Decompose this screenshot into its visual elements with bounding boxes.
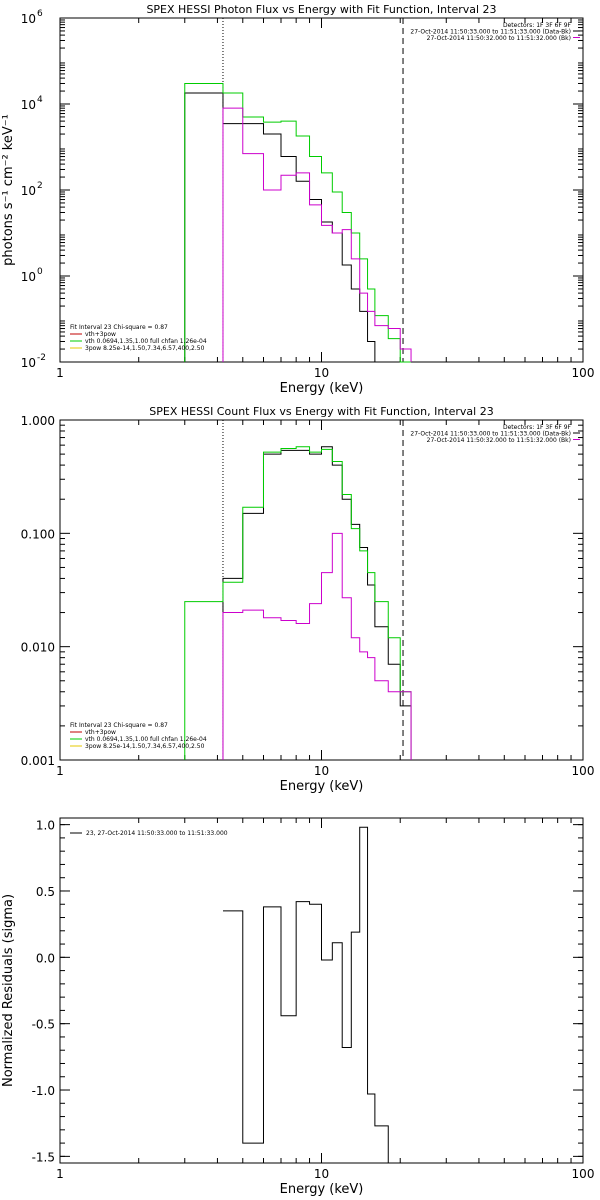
- legend-line: 27-Oct-2014 11:50:33.000 to 11:51:33.000…: [410, 431, 571, 438]
- fit-legend-item: 3pow 8.25e-14,1.50,7.34,6.57,400,2.50: [85, 743, 205, 750]
- legend-line: 27-Oct-2014 11:50:33.000 to 11:51:33.000…: [410, 29, 571, 36]
- y-tick-base: 10: [21, 98, 36, 112]
- plot-frame: [59, 817, 584, 1164]
- x-tick-label: 10: [314, 366, 329, 380]
- y-tick-label: -1.5: [32, 1150, 55, 1164]
- y-tick-label: 0.001: [21, 754, 55, 768]
- x-tick-label: 100: [572, 764, 595, 778]
- y-tick-label: -1.0: [32, 1084, 55, 1098]
- x-axis-label: Energy (keV): [280, 381, 364, 396]
- y-tick-base: 10: [21, 184, 36, 198]
- y-tick-exponent: 0: [37, 267, 43, 277]
- fit-legend-item: vth 0.0694,1.35,1.00 full chfan 1.26e-04: [85, 736, 207, 743]
- x-tick-label: 100: [572, 366, 595, 380]
- fit-legend-header: Fit Interval 23 Chi-square = 0.87: [70, 722, 168, 729]
- x-axis-label: Energy (keV): [280, 779, 364, 794]
- y-tick-label: 1.000: [21, 414, 55, 428]
- y-tick-label: 10: [21, 98, 36, 112]
- y-tick-label: 10: [21, 184, 36, 198]
- legend-line: Detectors: 1F 3F 6F 9F: [503, 22, 572, 29]
- y-tick-label: 10: [21, 270, 36, 284]
- x-tick-label: 10: [314, 1167, 329, 1181]
- y-tick-label: -0.5: [32, 1018, 55, 1032]
- y-axis-label: photons s⁻¹ cm⁻² keV⁻¹: [1, 114, 16, 266]
- y-tick-exponent: 4: [37, 95, 43, 105]
- x-axis: 1 10 100: [56, 420, 594, 778]
- fit-legend-header: Fit Interval 23 Chi-square = 0.87: [70, 324, 168, 331]
- series-2: [222, 532, 412, 760]
- fit-legend: Fit Interval 23 Chi-square = 0.87vth+3po…: [70, 722, 207, 750]
- y-axis-label: Normalized Residuals (sigma): [1, 894, 16, 1087]
- x-tick-label: 1: [56, 1167, 64, 1181]
- x-tick-label: 100: [572, 1167, 595, 1181]
- x-tick-label: 1: [56, 366, 64, 380]
- residual-legend: 23, 27-Oct-2014 11:50:33.000 to 11:51:33…: [70, 830, 228, 837]
- y-tick-base: 10: [21, 12, 36, 26]
- series-line: [222, 532, 412, 760]
- y-axis: -1.5 -1.0 -0.5 0.0 0.5 1.0: [32, 819, 583, 1164]
- y-tick-label: 0.0: [36, 951, 55, 965]
- y-tick-base: 10: [21, 270, 36, 284]
- y-tick-exponent: -2: [37, 353, 46, 363]
- chart-title: SPEX HESSI Count Flux vs Energy with Fit…: [149, 405, 493, 418]
- series-line: [184, 82, 412, 363]
- y-tick-label: 10: [21, 356, 36, 370]
- series-2: [222, 107, 412, 362]
- legend-line: 27-Oct-2014 11:50:32.000 to 11:51:32.000…: [427, 35, 571, 42]
- fit-legend-item: 3pow 8.25e-14,1.50,7.34,6.57,400,2.50: [85, 345, 205, 352]
- chart-title: SPEX HESSI Photon Flux vs Energy with Fi…: [146, 3, 496, 16]
- x-axis: 1 10 100: [56, 818, 594, 1181]
- y-tick-base: 10: [21, 356, 36, 370]
- y-tick-exponent: 2: [37, 181, 43, 191]
- x-tick-label: 10: [314, 764, 329, 778]
- y-tick-label: 0.100: [21, 527, 55, 541]
- y-tick-label: 1.0: [36, 819, 55, 833]
- y-tick-label: 0.5: [36, 885, 55, 899]
- series-line: [222, 826, 401, 1164]
- series-1: [184, 82, 412, 363]
- series-0: [184, 92, 389, 363]
- legend-line: 27-Oct-2014 11:50:32.000 to 11:51:32.000…: [427, 437, 571, 444]
- series-0: [222, 826, 401, 1164]
- count-flux-chart: SPEX HESSI Count Flux vs Energy with Fit…: [21, 405, 595, 794]
- legend-text: 23, 27-Oct-2014 11:50:33.000 to 11:51:33…: [86, 830, 228, 837]
- y-axis: 0.001 0.010 0.100 1.000: [21, 414, 583, 768]
- series-line: [184, 446, 412, 760]
- series-1: [184, 446, 412, 760]
- y-tick-exponent: 6: [37, 9, 43, 19]
- plot-frame: [59, 17, 584, 363]
- fit-legend: Fit Interval 23 Chi-square = 0.87vth+3po…: [70, 324, 207, 352]
- x-axis-label: Energy (keV): [280, 1182, 364, 1197]
- fit-legend-item: vth+3pow: [85, 729, 116, 736]
- fit-legend-item: vth 0.0694,1.35,1.00 full chfan 1.26e-04: [85, 338, 207, 345]
- y-tick-label: 0.010: [21, 641, 55, 655]
- x-tick-label: 1: [56, 764, 64, 778]
- y-tick-label: 10: [21, 12, 36, 26]
- photon-flux-chart: SPEX HESSI Photon Flux vs Energy with Fi…: [1, 3, 594, 396]
- series-line: [222, 107, 412, 362]
- fit-legend-item: vth+3pow: [85, 331, 116, 338]
- residuals-chart: 1 10 100 Energy (keV) -1.5 -1.0 -0.5 0.0 0.5 1.0 N…: [1, 817, 594, 1197]
- legend-line: Detectors: 1F 3F 6F 9F: [503, 424, 572, 431]
- series-line: [184, 92, 389, 363]
